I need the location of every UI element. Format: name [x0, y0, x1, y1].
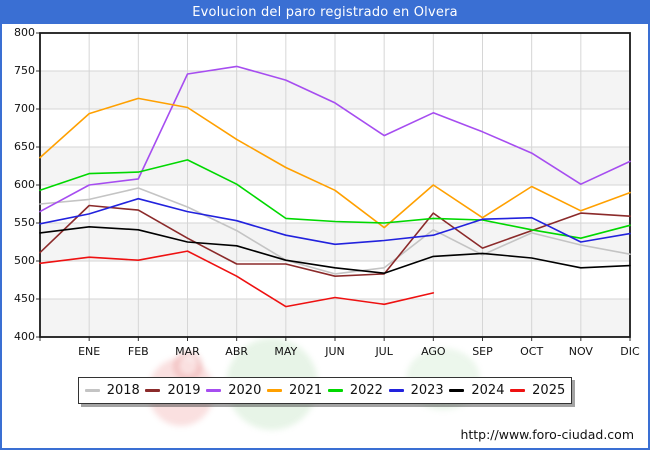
- x-tick-label: SEP: [472, 345, 493, 358]
- x-tick-label: JUL: [375, 345, 393, 358]
- chart-title-bar: Evolucion del paro registrado en Olvera: [2, 2, 648, 24]
- footer-url: http://www.foro-ciudad.com: [460, 427, 634, 442]
- legend-item-2019: 2019: [145, 383, 201, 398]
- x-tick-label: AGO: [421, 345, 446, 358]
- legend-swatch: [145, 389, 161, 392]
- x-tick-label: OCT: [520, 345, 544, 358]
- series-line-2025: [39, 250, 435, 308]
- legend-swatch: [327, 389, 343, 392]
- series-line-2020: [39, 65, 631, 213]
- x-tick-label: ABR: [225, 345, 249, 358]
- x-tick-label: ENE: [78, 345, 101, 358]
- y-tick-label: 750: [14, 64, 35, 77]
- y-tick-label: 400: [14, 330, 35, 343]
- legend-item-2021: 2021: [267, 383, 322, 398]
- plot-area: [36, 32, 631, 341]
- legend-swatch: [84, 389, 100, 392]
- y-tick-label: 650: [14, 140, 35, 153]
- legend-item-2020: 2020: [206, 383, 261, 398]
- legend-item-2024: 2024: [449, 383, 504, 398]
- series-line-2023: [39, 197, 631, 246]
- legend-label: 2019: [167, 383, 201, 398]
- x-tick-label: MAR: [175, 345, 200, 358]
- legend-label: 2024: [471, 383, 505, 398]
- x-tick-label: JUN: [325, 345, 345, 358]
- series-line-2021: [39, 97, 631, 229]
- legend-item-2018: 2018: [84, 383, 140, 398]
- series-line-2018: [39, 187, 631, 275]
- chart-title: Evolucion del paro registrado en Olvera: [192, 5, 458, 20]
- legend-swatch: [449, 389, 465, 392]
- y-tick-label: 600: [14, 178, 35, 191]
- legend-label: 2018: [106, 383, 140, 398]
- y-tick-label: 700: [14, 102, 35, 115]
- legend-label: 2020: [228, 383, 262, 398]
- series-line-2024: [39, 226, 631, 274]
- x-tick-label: MAY: [274, 345, 298, 358]
- chart-canvas: 800 750 700 650 600 550 500 450 400 ENE FEB MAR ABR…: [2, 24, 648, 448]
- legend-swatch: [510, 389, 526, 392]
- legend-item-2025: 2025: [510, 383, 565, 398]
- legend-label: 2021: [289, 383, 323, 398]
- legend-swatch: [206, 389, 222, 392]
- x-tick-label: FEB: [127, 345, 149, 358]
- y-tick-label: 550: [14, 216, 35, 229]
- y-tick-label: 500: [14, 254, 35, 267]
- x-tick-label: NOV: [568, 345, 593, 358]
- legend-label: 2022: [349, 383, 383, 398]
- legend: 2018 2019 2020 2021 2022 2023 2024 2025: [78, 377, 572, 404]
- y-tick-label: 800: [14, 26, 35, 39]
- legend-swatch: [388, 389, 404, 392]
- legend-label: 2025: [532, 383, 566, 398]
- x-tick-label: DIC: [620, 345, 640, 358]
- legend-item-2022: 2022: [327, 383, 383, 398]
- y-tick-label: 450: [14, 292, 35, 305]
- legend-swatch: [267, 389, 283, 392]
- legend-item-2023: 2023: [388, 383, 444, 398]
- series-line-2022: [39, 159, 631, 239]
- legend-label: 2023: [410, 383, 444, 398]
